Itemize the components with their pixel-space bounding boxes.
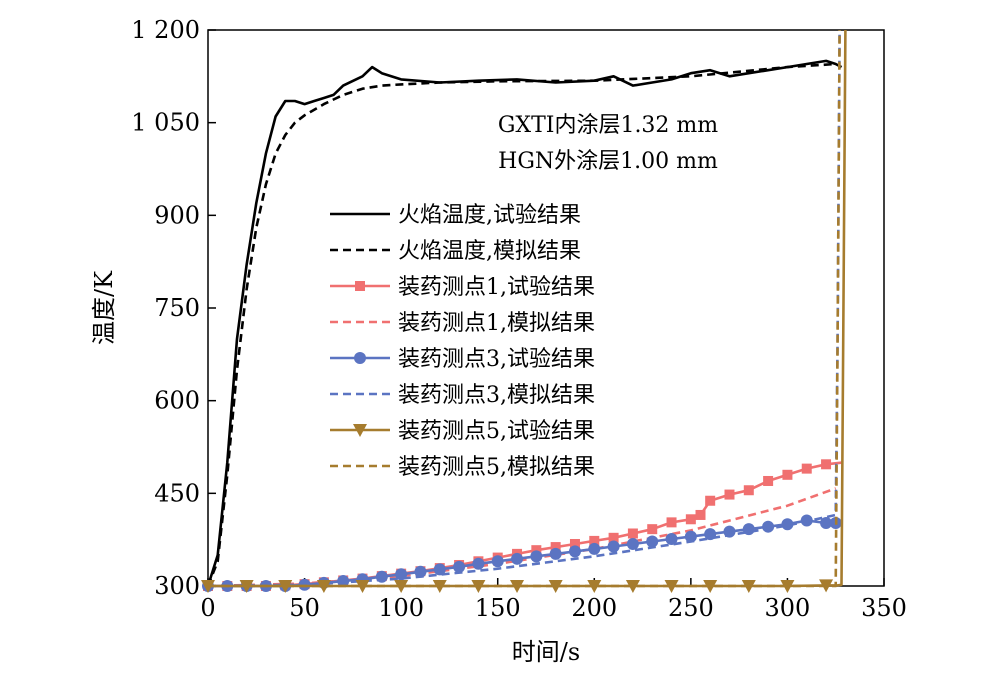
data-point (695, 509, 706, 520)
data-point (453, 560, 466, 573)
data-point (278, 580, 293, 593)
data-point (548, 580, 563, 593)
legend-label: 火焰温度,模拟结果 (398, 239, 581, 264)
x-tick-label: 250 (668, 594, 714, 622)
data-point (685, 514, 696, 525)
x-tick-label: 200 (571, 594, 617, 622)
data-point (664, 580, 679, 593)
data-point (607, 540, 620, 553)
legend-label: 装药测点5,试验结果 (398, 419, 595, 444)
data-point (472, 557, 485, 570)
y-tick-label: 750 (154, 294, 200, 322)
legend-label: 火焰温度,试验结果 (398, 203, 581, 228)
data-point (647, 524, 658, 535)
data-point (820, 516, 833, 529)
data-point (568, 545, 581, 558)
data-point (763, 475, 774, 486)
legend-label: 装药测点1,模拟结果 (398, 311, 595, 336)
data-point (781, 518, 794, 531)
series-1 (206, 62, 836, 587)
data-point (627, 528, 638, 539)
data-point (666, 517, 677, 528)
data-point (665, 533, 678, 546)
axis-ticks: 0 50 100 150 200 250 300 350 300 450 600 750 900 1 05… (131, 16, 907, 622)
legend-label: 装药测点3,模拟结果 (398, 383, 595, 408)
series-line (206, 59, 843, 587)
data-point (550, 542, 561, 553)
series-line (207, 487, 837, 588)
data-point (821, 459, 832, 470)
series-line (208, 29, 841, 588)
x-tick-label: 0 (200, 594, 215, 622)
legend-marker (355, 281, 365, 291)
series-7 (208, 29, 841, 588)
data-point (511, 552, 524, 565)
data-point (801, 463, 812, 474)
x-axis-title: 时间/s (512, 638, 580, 666)
y-tick-label: 300 (154, 572, 200, 600)
annotation-outer-coating: HGN外涂层1.00 mm (498, 149, 718, 174)
y-axis-title: 温度/K (90, 270, 118, 345)
data-point (608, 532, 619, 543)
annotations: GXTI内涂层1.32 mm HGN外涂层1.00 mm (498, 113, 718, 174)
data-point (471, 580, 486, 593)
legend-marker (354, 352, 366, 364)
y-tick-label: 1 050 (131, 109, 200, 137)
y-tick-label: 1 200 (131, 16, 200, 44)
data-point (589, 535, 600, 546)
data-point (587, 580, 602, 593)
series-line (206, 62, 836, 587)
data-point (549, 547, 562, 560)
data-point (625, 580, 640, 593)
legend: 火焰温度,试验结果火焰温度,模拟结果装药测点1,试验结果装药测点1,模拟结果装药… (330, 203, 595, 480)
legend-label: 装药测点3,试验结果 (398, 347, 595, 372)
data-point (569, 538, 580, 549)
series-0 (206, 59, 843, 587)
data-point (394, 580, 409, 593)
x-tick-label: 300 (765, 594, 811, 622)
data-point (703, 580, 718, 593)
series-layer (201, 29, 847, 593)
data-point (743, 485, 754, 496)
data-point (239, 580, 254, 593)
data-point (782, 469, 793, 480)
data-point (724, 489, 735, 500)
data-point (433, 563, 446, 576)
y-tick-label: 600 (154, 387, 200, 415)
data-point (646, 535, 659, 548)
series-3 (207, 487, 837, 588)
data-point (432, 580, 447, 593)
data-point (762, 520, 775, 533)
data-point (531, 545, 542, 556)
data-point (626, 537, 639, 550)
legend-label: 装药测点5,模拟结果 (398, 455, 595, 480)
legend-marker (353, 424, 367, 437)
x-tick-label: 100 (378, 594, 424, 622)
x-tick-label: 150 (475, 594, 521, 622)
data-point (414, 565, 427, 578)
data-point (588, 542, 601, 555)
y-tick-label: 450 (154, 479, 200, 507)
data-point (510, 580, 525, 593)
x-tick-label: 50 (289, 594, 320, 622)
data-point (705, 495, 716, 506)
annotation-inner-coating: GXTI内涂层1.32 mm (498, 113, 718, 138)
y-tick-label: 900 (154, 201, 200, 229)
data-point (316, 580, 331, 593)
data-point (491, 555, 504, 568)
legend-label: 装药测点1,试验结果 (398, 275, 595, 300)
data-point (355, 580, 370, 593)
x-tick-label: 350 (861, 594, 907, 622)
data-point (684, 530, 697, 543)
data-point (530, 550, 543, 563)
